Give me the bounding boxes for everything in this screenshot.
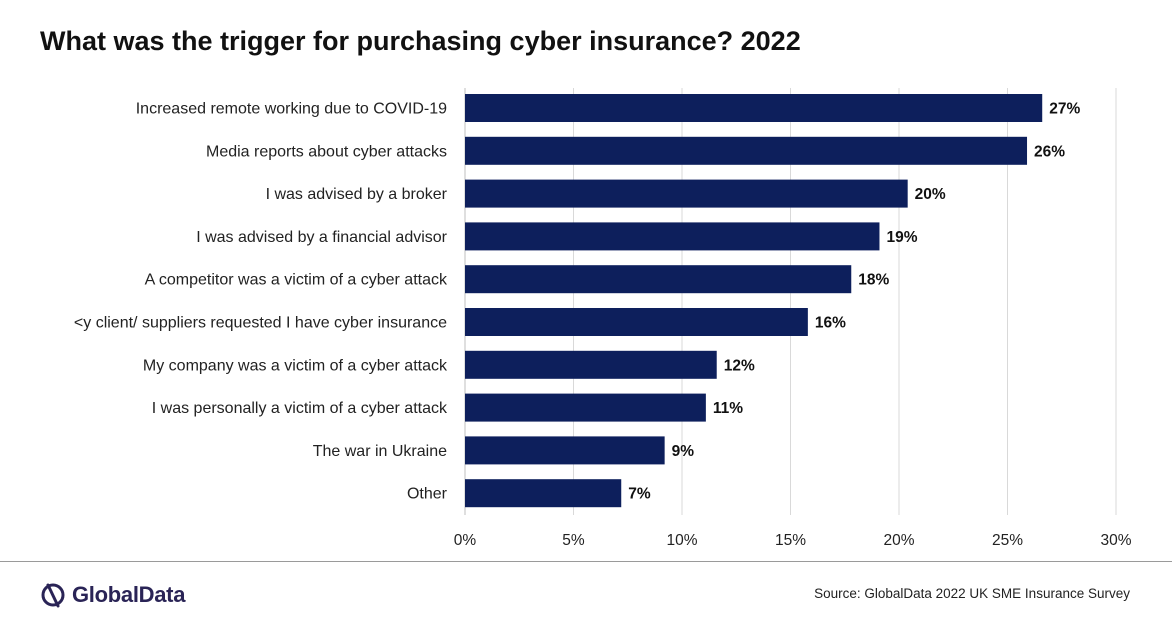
value-label: 27% (1049, 101, 1080, 118)
bar (465, 350, 717, 379)
x-tick-label: 25% (992, 532, 1023, 549)
category-label: The war in Ukraine (313, 443, 447, 460)
logo-text: GlobalData (72, 582, 186, 607)
category-label: Other (407, 486, 448, 503)
category-label: A competitor was a victim of a cyber att… (145, 272, 448, 289)
chart-title: What was the trigger for purchasing cybe… (40, 26, 801, 56)
bar (465, 179, 908, 208)
x-tick-label: 15% (775, 532, 806, 549)
category-label: I was advised by a broker (266, 186, 448, 203)
x-axis-tick-labels: 0% 5% 10% 15% 20% 25% 30% (454, 532, 1132, 549)
bars (465, 94, 1043, 508)
x-tick-label: 5% (562, 532, 585, 549)
bar (465, 393, 706, 422)
category-label: I was advised by a financial advisor (196, 229, 447, 246)
x-tick-label: 20% (883, 532, 914, 549)
x-tick-label: 10% (666, 532, 697, 549)
bar (465, 479, 622, 508)
value-labels: 27% 26% 20% 19% 18% 16% 12% 11% 9% 7% (628, 101, 1080, 503)
category-label: My company was a victim of a cyber attac… (143, 357, 448, 374)
value-label: 19% (886, 229, 917, 246)
globaldata-logo[interactable]: GlobalData (40, 578, 185, 612)
category-label: <y client/ suppliers requested I have cy… (74, 315, 447, 332)
bar (465, 136, 1028, 165)
value-label: 11% (713, 400, 743, 417)
bar-chart: Increased remote working due to COVID-19… (74, 88, 1132, 549)
value-label: 9% (672, 443, 695, 460)
value-label: 18% (858, 272, 889, 289)
bar (465, 222, 880, 251)
source-note: Source: GlobalData 2022 UK SME Insurance… (814, 586, 1130, 601)
globaldata-logo-icon (41, 583, 65, 608)
footer-divider (0, 561, 1172, 562)
bar (465, 265, 852, 294)
value-label: 12% (724, 357, 755, 374)
value-label: 26% (1034, 143, 1065, 160)
category-label: I was personally a victim of a cyber att… (152, 400, 448, 417)
bar (465, 436, 665, 465)
bar (465, 94, 1043, 122)
bar (465, 308, 808, 336)
category-label: Increased remote working due to COVID-19 (136, 101, 447, 118)
category-label: Media reports about cyber attacks (206, 143, 447, 160)
value-label: 20% (915, 186, 946, 203)
category-labels: Increased remote working due to COVID-19… (74, 101, 448, 503)
value-label: 7% (628, 486, 651, 503)
value-label: 16% (815, 315, 846, 332)
x-tick-label: 30% (1100, 532, 1131, 549)
x-tick-label: 0% (454, 532, 477, 549)
